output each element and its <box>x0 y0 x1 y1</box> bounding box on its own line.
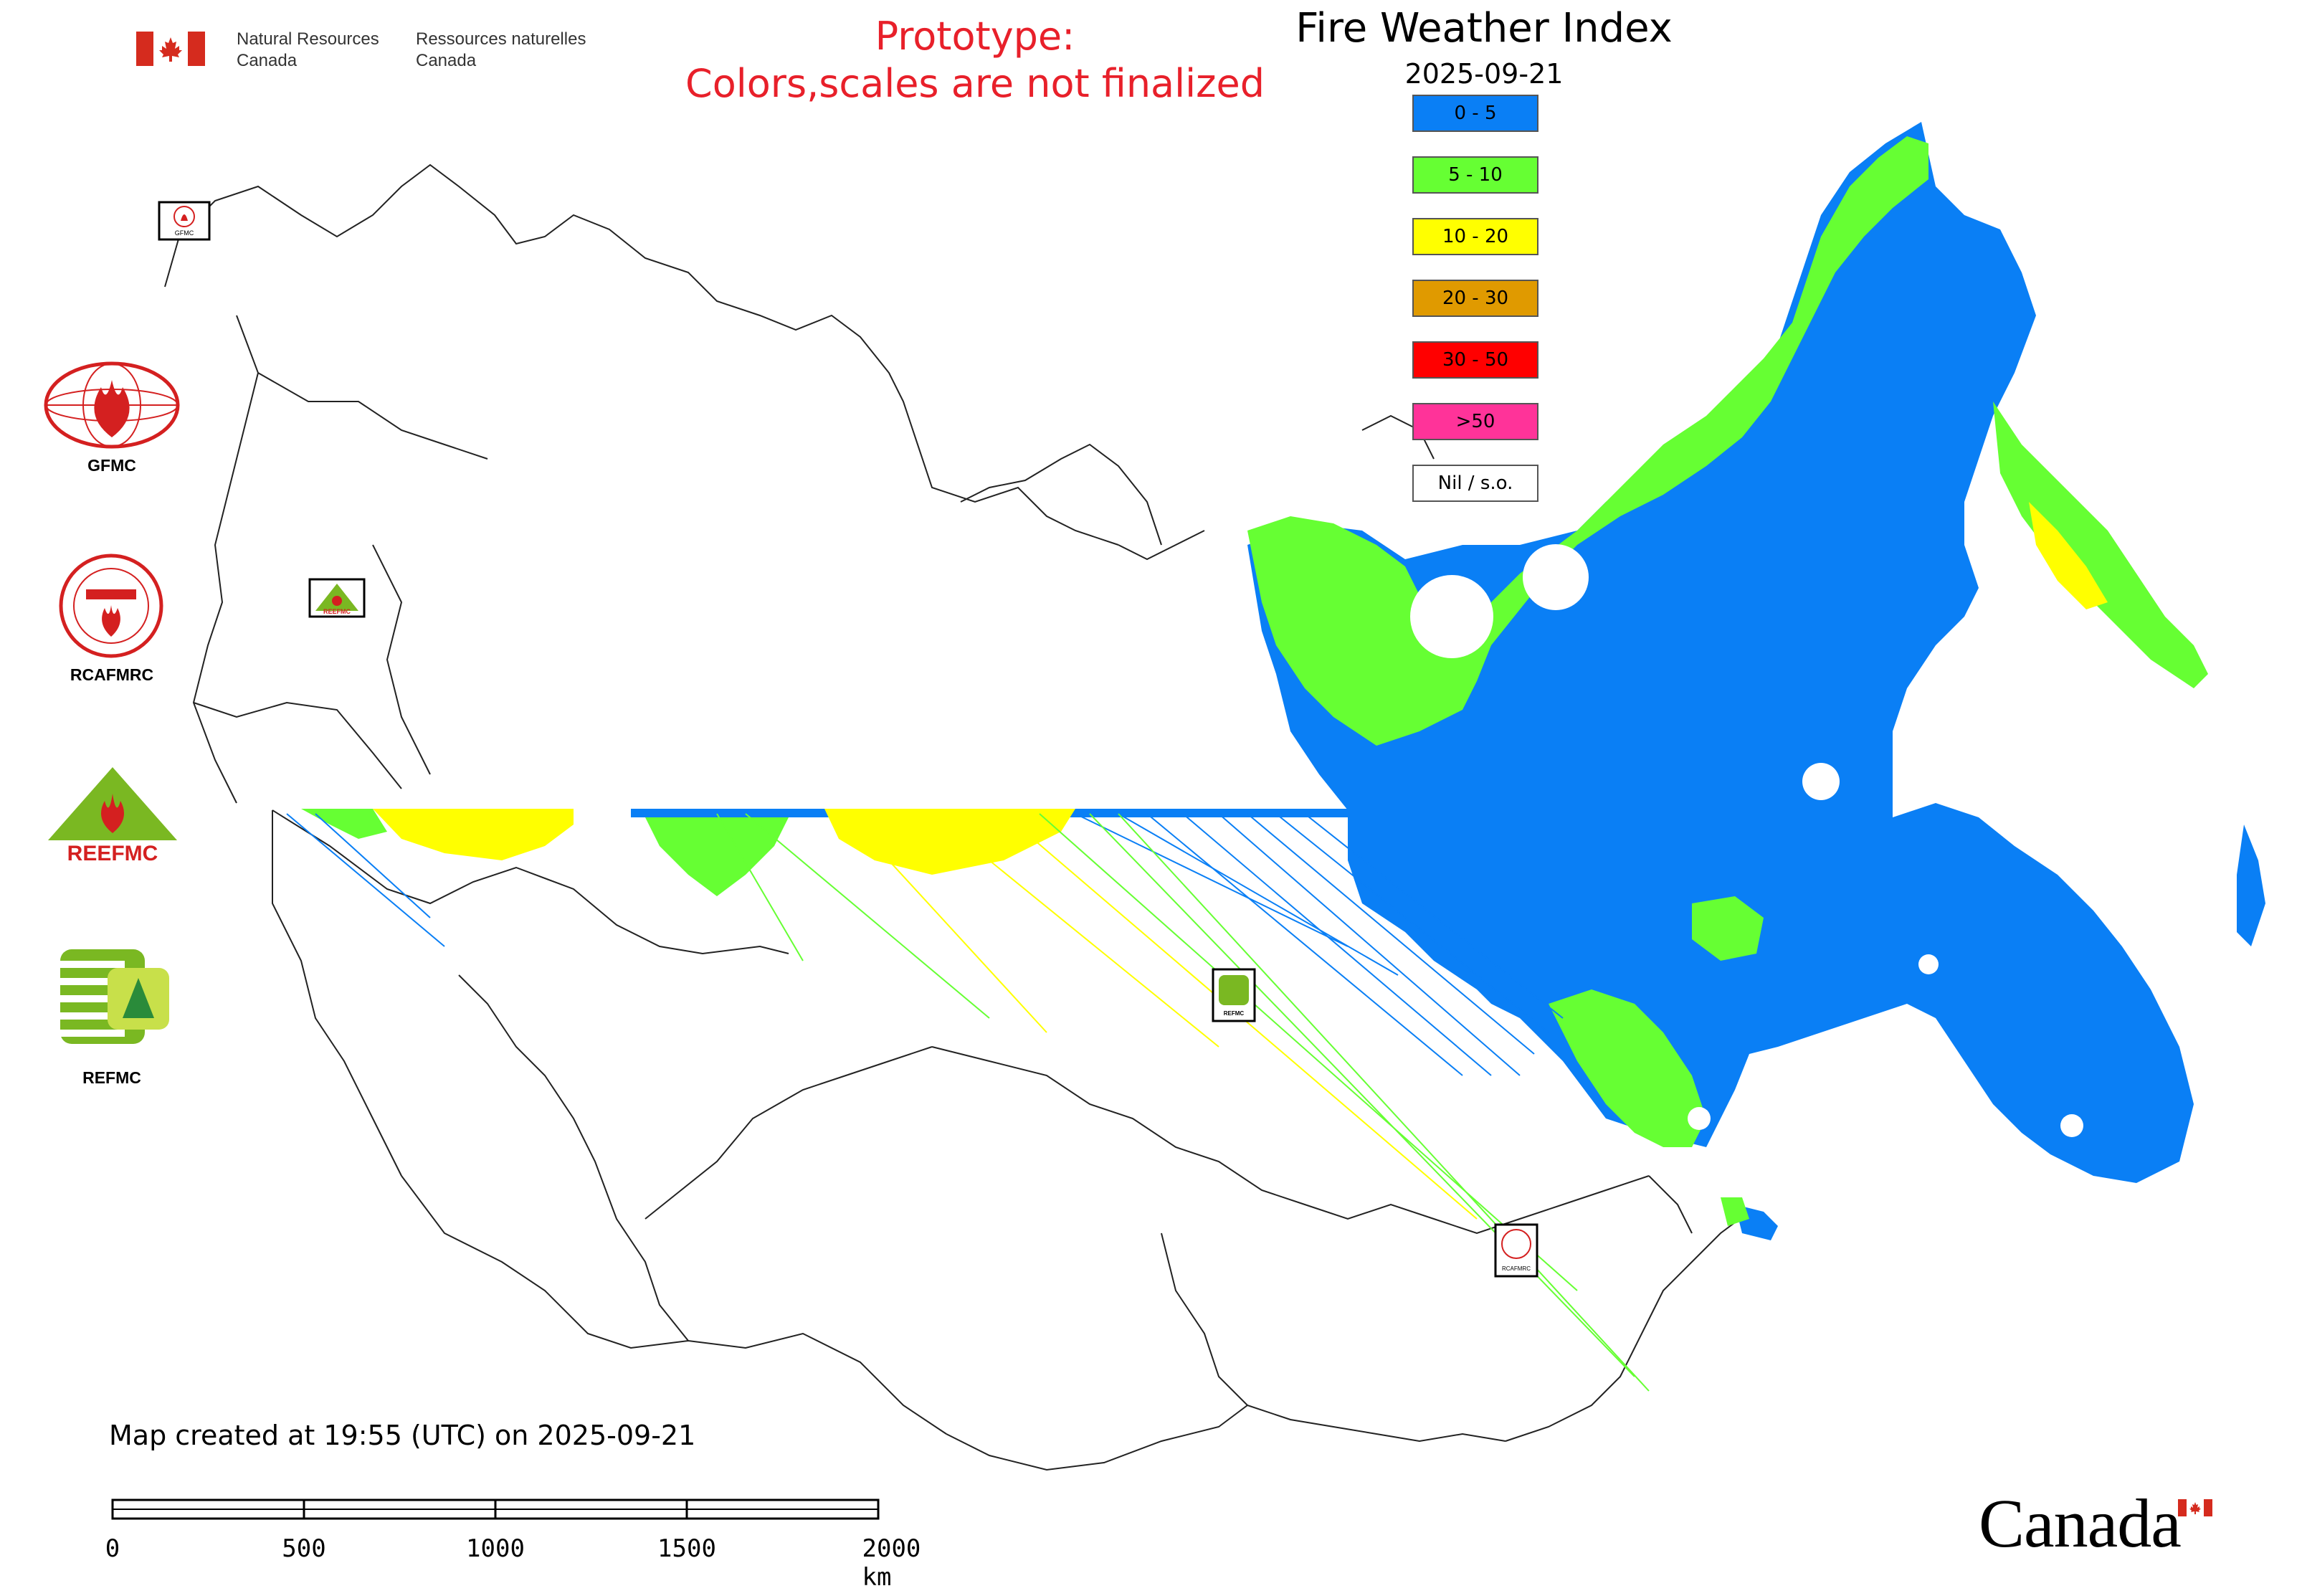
canada-wordmark-text: Canada <box>1979 1485 2182 1562</box>
map-logo-rcafmrc: RCAFMRC <box>1494 1223 1538 1278</box>
fwi-raster <box>286 122 2265 1392</box>
org-name-en-line1: Natural Resources <box>237 29 379 49</box>
fwi-streaks <box>286 813 1650 1392</box>
lake-hole-1 <box>1410 575 1493 658</box>
scale-bar: 0 500 1000 1500 2000 km <box>100 1498 975 1592</box>
legend-item-30-50: 30 - 50 <box>1412 341 1538 379</box>
prototype-notice-line1: Prototype: <box>875 14 1075 59</box>
prototype-notice: Prototype: Colors,scales are not finaliz… <box>660 13 1290 108</box>
lake-hole-4 <box>1918 954 1939 974</box>
map-logo-gfmc: GFMC <box>158 201 211 241</box>
legend-item-nil: Nil / s.o. <box>1412 465 1538 502</box>
gfmc-logo-label: GFMC <box>87 456 136 475</box>
fwi-zone-yellow-band-mid <box>824 809 1075 875</box>
legend-item-20-30: 20 - 30 <box>1412 280 1538 317</box>
org-name-en-line2: Canada <box>237 51 298 70</box>
canada-wordmark: Canada <box>1979 1488 2222 1567</box>
scale-label-1000: 1000 <box>466 1534 525 1563</box>
legend-item-over-50: >50 <box>1412 403 1538 440</box>
scale-label-1500: 1500 <box>657 1534 716 1563</box>
prototype-notice-line2: Colors,scales are not finalized <box>685 61 1265 106</box>
fwi-zone-blue-sakhalin <box>2237 825 2265 946</box>
map-logo-gfmc-label: GFMC <box>175 229 194 237</box>
fwi-zone-green-band-west <box>301 809 387 839</box>
lake-hole-5 <box>2060 1114 2083 1137</box>
scale-label-500: 500 <box>282 1534 326 1563</box>
fwi-zone-green-patch-1 <box>1692 896 1764 961</box>
org-name-fr: Ressources naturelles Canada <box>416 29 586 72</box>
map-logo-reefmc-label: REEFMC <box>323 608 351 615</box>
svg-text:REEFMC: REEFMC <box>67 842 158 865</box>
fwi-zone-green-kamchatka <box>1993 402 2208 688</box>
map-date: 2025-09-21 <box>1404 58 1564 90</box>
org-name-fr-line1: Ressources naturelles <box>416 29 586 49</box>
rcafmrc-logo-icon <box>59 554 163 658</box>
lake-hole-6 <box>1688 1107 1711 1130</box>
canada-flag-icon <box>136 32 205 66</box>
org-name-fr-line2: Canada <box>416 51 477 70</box>
lake-hole-3 <box>1802 763 1840 800</box>
legend-item-10-20: 10 - 20 <box>1412 218 1538 255</box>
map-title: Fire Weather Index <box>1295 5 1673 52</box>
wordmark-flag-icon <box>2178 1499 2212 1516</box>
refmc-logo-label: REFMC <box>82 1068 141 1087</box>
scale-bar-graphic <box>111 1498 880 1520</box>
lake-hole-7 <box>1864 1025 1878 1040</box>
country-boundaries <box>164 163 1750 1471</box>
org-name-en: Natural Resources Canada <box>237 29 379 72</box>
fwi-zone-green-islands <box>1721 1197 1749 1226</box>
rcafmrc-logo-label: RCAFMRC <box>70 665 154 684</box>
refmc-logo-icon <box>60 949 169 1044</box>
lake-hole-2 <box>1523 544 1589 610</box>
legend-item-5-10: 5 - 10 <box>1412 156 1538 194</box>
fwi-zone-green-south <box>1549 989 1706 1147</box>
map-logo-refmc: REFMC <box>1212 968 1256 1022</box>
map-logo-reefmc: REEFMC <box>308 578 366 618</box>
scale-label-0: 0 <box>105 1534 120 1563</box>
scale-label-2000: 2000 km <box>862 1534 921 1592</box>
fwi-zone-yellow-band-west <box>373 809 574 860</box>
map-logo-rcafmrc-label: RCAFMRC <box>1502 1265 1531 1272</box>
legend-item-0-5: 0 - 5 <box>1412 95 1538 132</box>
government-header: Natural Resources Canada Ressources natu… <box>136 29 624 79</box>
map-logo-refmc-label: REFMC <box>1224 1010 1245 1017</box>
reefmc-logo-icon: REEFMC <box>41 767 184 865</box>
fwi-zone-blue-east <box>1247 122 2194 1183</box>
gfmc-logo-icon <box>44 361 180 449</box>
fwi-zone-green-band-mid <box>645 817 789 896</box>
map-created-timestamp: Map created at 19:55 (UTC) on 2025-09-21 <box>109 1420 696 1451</box>
fwi-zone-yellow-kamchatka <box>2029 502 2108 609</box>
